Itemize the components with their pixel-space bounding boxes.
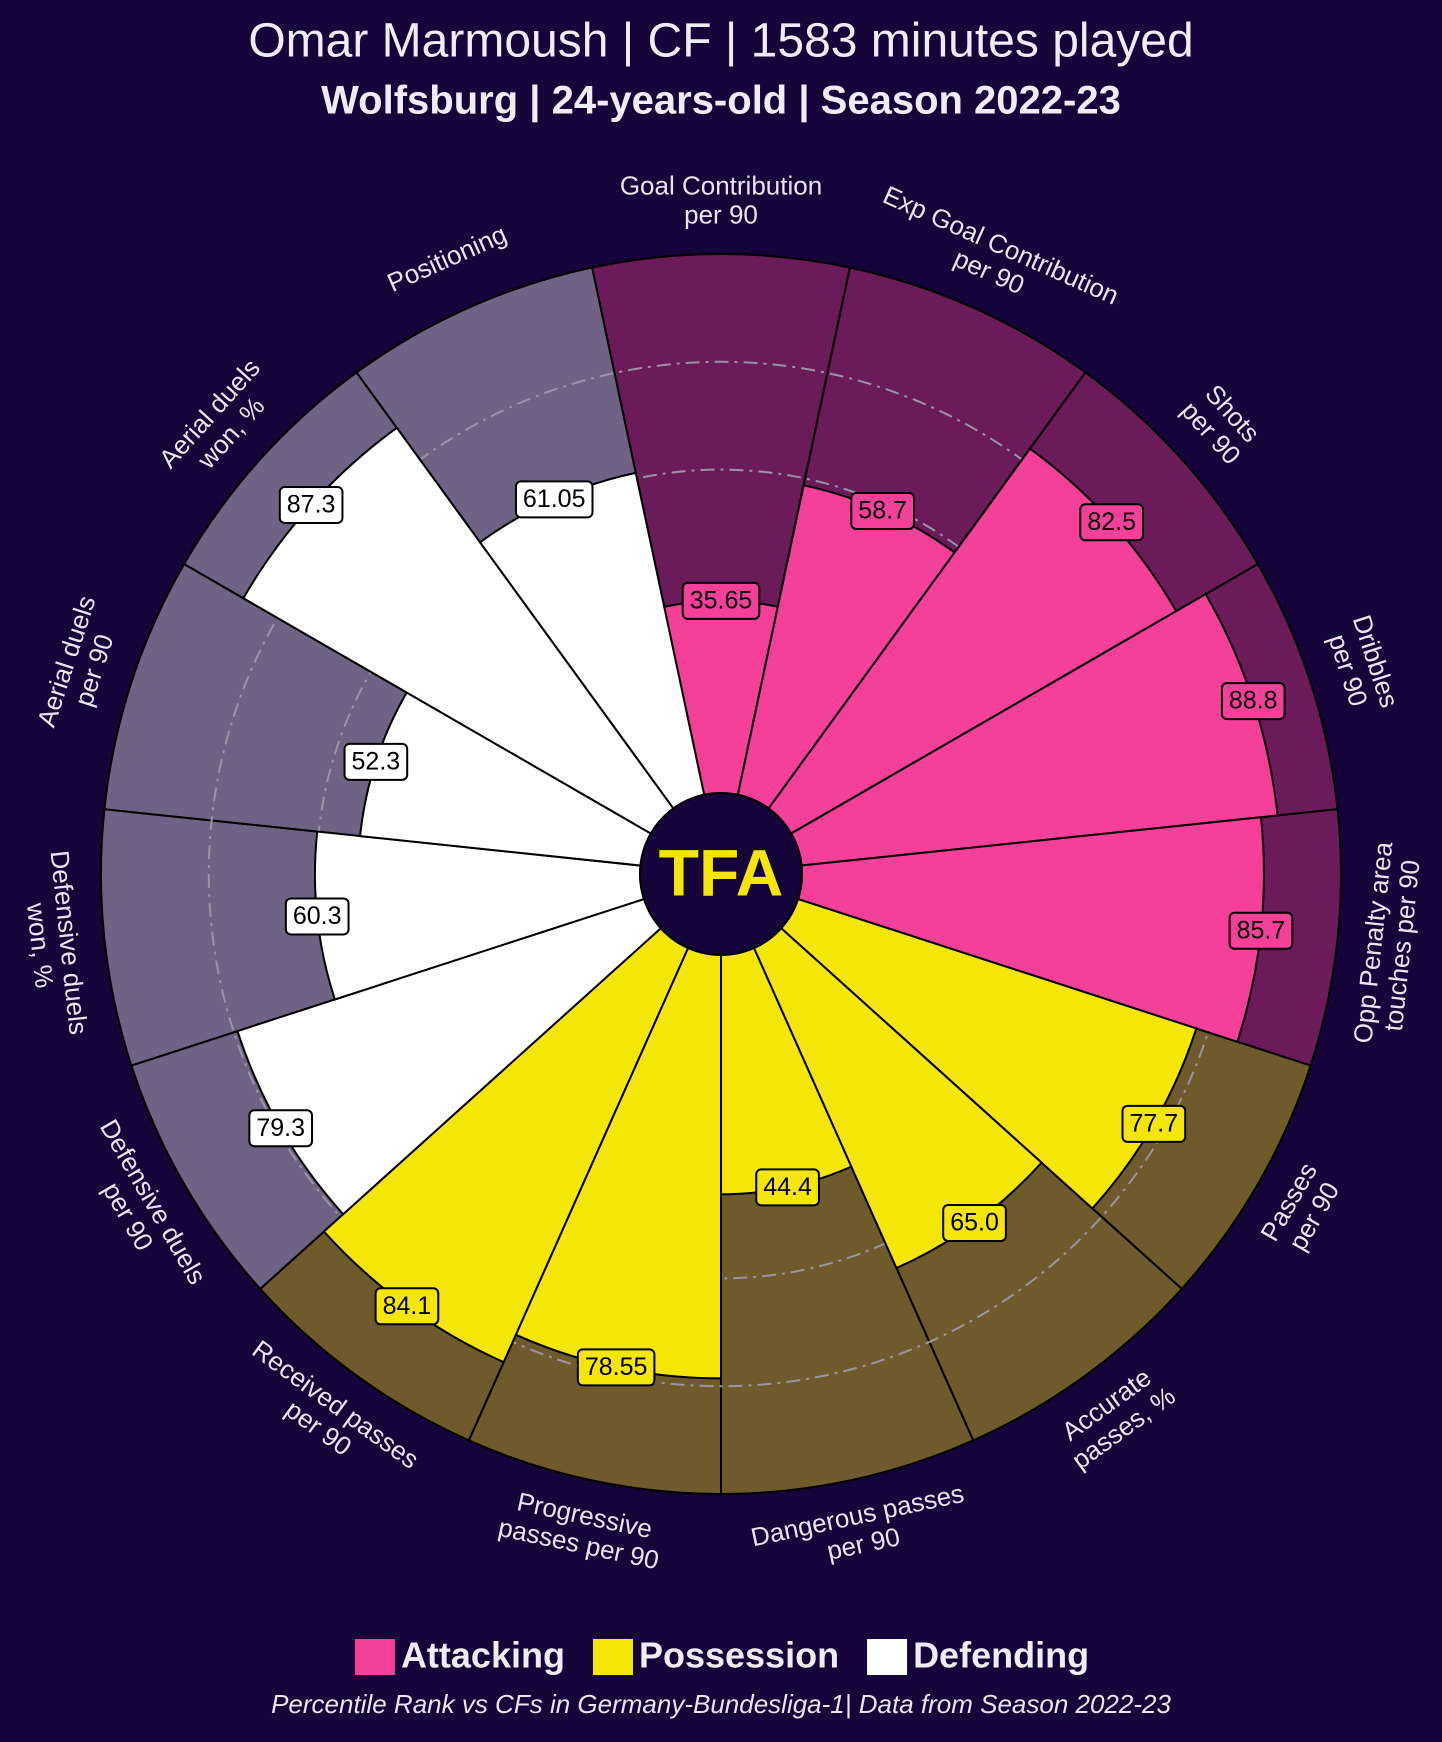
category-label: Shotsper 90: [1175, 376, 1268, 470]
value-label: 52.3: [343, 742, 409, 781]
value-label-text: 77.7: [1130, 1110, 1179, 1138]
value-label-text: 58.7: [858, 497, 907, 525]
value-label-box: [374, 1287, 440, 1326]
value-label-box: [1228, 911, 1294, 950]
value-label: 87.3: [278, 485, 344, 524]
value-label: 82.5: [1079, 503, 1144, 542]
value-label-text: 35.65: [690, 586, 753, 614]
value-label: 35.65: [681, 581, 761, 620]
value-label-box: [248, 1109, 314, 1148]
legend-label: Attacking: [401, 1635, 565, 1676]
logo: TFA: [659, 835, 784, 909]
value-label-box: [1220, 682, 1286, 721]
value-label: 60.3: [284, 897, 350, 936]
value-label-text: 85.7: [1237, 916, 1286, 944]
value-label: 61.05: [514, 480, 594, 519]
value-label-text: 82.5: [1087, 508, 1136, 536]
value-label: 84.1: [374, 1287, 440, 1326]
value-label-text: 65.0: [950, 1209, 999, 1237]
value-label-box: [576, 1348, 656, 1387]
value-label-box: [278, 485, 344, 524]
legend-swatch: [592, 1639, 633, 1675]
value-label-text: 52.3: [352, 747, 401, 775]
value-label-text: 78.55: [585, 1353, 648, 1381]
value-label-box: [284, 897, 350, 936]
value-label-text: 88.8: [1229, 687, 1278, 715]
legend-swatch: [867, 1639, 908, 1675]
center-circle: [639, 792, 803, 956]
category-label: Goal Contribution per 90: [620, 170, 822, 229]
value-label-box: [755, 1168, 820, 1207]
value-label-text: 60.3: [293, 902, 342, 930]
value-label: 65.0: [942, 1203, 1007, 1242]
value-label: 77.7: [1121, 1104, 1187, 1143]
value-label: 85.7: [1228, 911, 1294, 950]
chart-subtitle: Wolfsburg | 24-years-old | Season 2022-2…: [321, 79, 1121, 123]
value-label-box: [514, 480, 594, 519]
value-label-text: 87.3: [287, 491, 336, 519]
chart-title: Omar Marmoush | CF | 1583 minutes played: [248, 15, 1193, 68]
value-label-text: 84.1: [383, 1292, 432, 1320]
value-label-box: [681, 581, 761, 620]
value-label-box: [1121, 1104, 1187, 1143]
value-label-box: [850, 491, 915, 530]
legend-label: Possession: [639, 1635, 839, 1676]
footnote: Percentile Rank vs CFs in Germany-Bundes…: [271, 1689, 1171, 1719]
value-label: 44.4: [755, 1168, 820, 1207]
value-label: 88.8: [1220, 682, 1286, 721]
legend-label: Defending: [913, 1635, 1089, 1676]
value-label: 78.55: [576, 1348, 656, 1387]
value-label: 79.3: [248, 1109, 314, 1148]
value-label-box: [1079, 503, 1144, 542]
value-label-box: [343, 742, 409, 781]
legend-swatch: [354, 1639, 395, 1675]
value-label-text: 79.3: [256, 1114, 305, 1142]
value-label: 58.7: [850, 491, 915, 530]
value-label-box: [942, 1203, 1007, 1242]
value-label-text: 61.05: [523, 485, 586, 513]
value-label-text: 44.4: [763, 1173, 812, 1201]
